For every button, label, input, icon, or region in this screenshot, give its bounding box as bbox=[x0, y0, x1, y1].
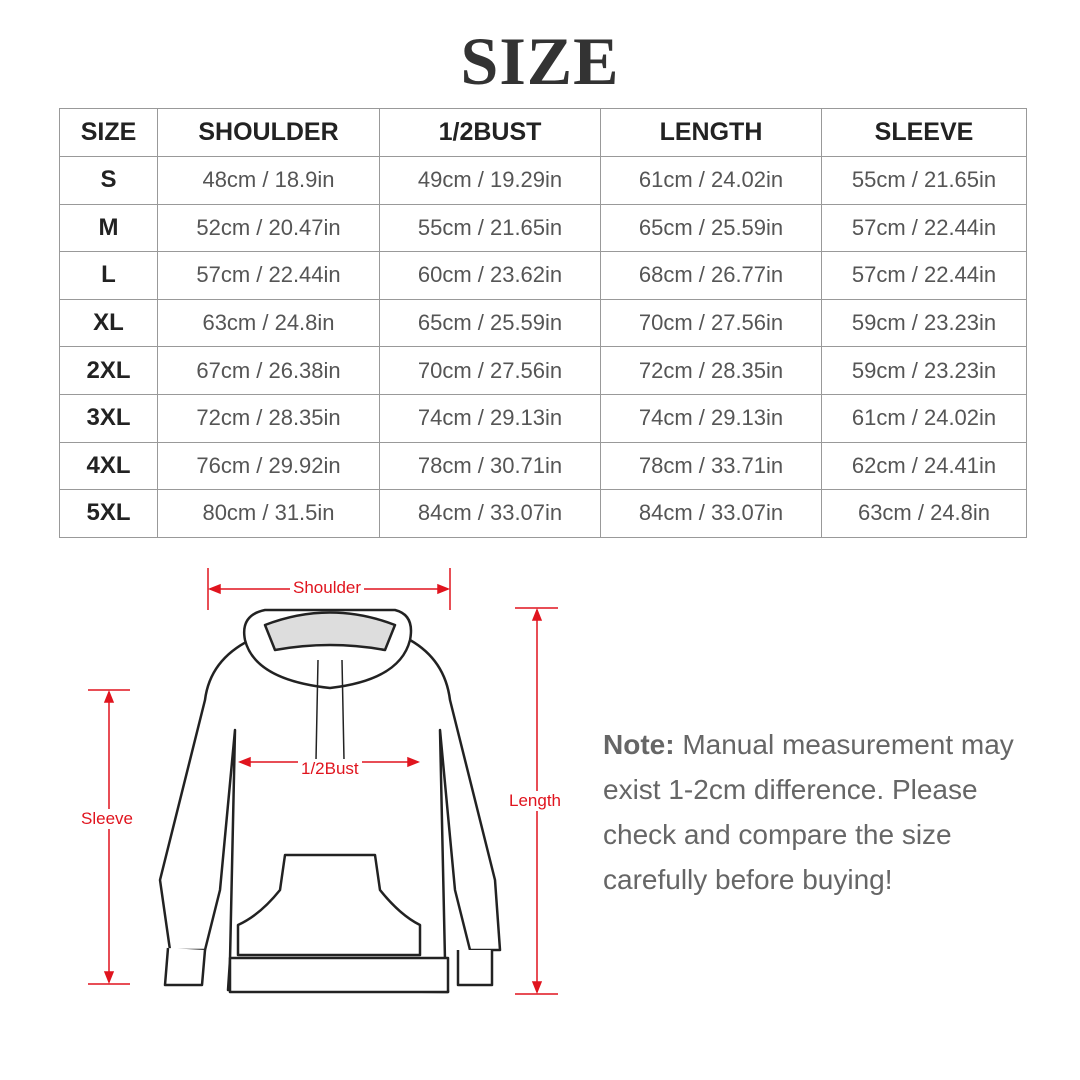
table-row: S 48cm / 18.9in 49cm / 19.29in 61cm / 24.02… bbox=[59, 156, 1027, 205]
measurement-cell: 61cm / 24.02in bbox=[821, 393, 1027, 443]
measurement-cell: 74cm / 29.13in bbox=[600, 393, 822, 443]
size-table: SIZE SHOULDER 1/2BUST LENGTH SLEEVE S 48cm / … bbox=[59, 108, 1027, 538]
page-title: SIZE bbox=[460, 23, 620, 99]
measurement-cell: 59cm / 23.23in bbox=[821, 298, 1027, 348]
table-row: 5XL 80cm / 31.5in 84cm / 33.07in 84cm / 33.… bbox=[59, 489, 1027, 538]
measurement-cell: 63cm / 24.8in bbox=[157, 298, 380, 348]
measurement-cell: 62cm / 24.41in bbox=[821, 441, 1027, 491]
table-row: M 52cm / 20.47in 55cm / 21.65in 65cm / 25.5… bbox=[59, 203, 1027, 253]
size-cell: L bbox=[59, 251, 158, 300]
measurement-cell: 78cm / 33.71in bbox=[600, 441, 822, 491]
column-header: 1/2BUST bbox=[379, 108, 601, 157]
measurement-cell: 80cm / 31.5in bbox=[157, 489, 380, 538]
size-cell: 2XL bbox=[59, 346, 158, 395]
sleeve-label: Sleeve bbox=[78, 809, 136, 829]
measurement-cell: 67cm / 26.38in bbox=[157, 346, 380, 395]
measurement-cell: 60cm / 23.62in bbox=[379, 251, 601, 300]
note-text: Manual measurement may exist 1-2cm diffe… bbox=[603, 729, 1014, 895]
measurement-cell: 63cm / 24.8in bbox=[821, 489, 1027, 538]
measurement-cell: 52cm / 20.47in bbox=[157, 203, 380, 253]
table-row: 4XL 76cm / 29.92in 78cm / 30.71in 78cm / 33… bbox=[59, 441, 1027, 491]
table-row: L 57cm / 22.44in 60cm / 23.62in 68cm / 26.7… bbox=[59, 251, 1027, 300]
measurement-cell: 74cm / 29.13in bbox=[379, 393, 601, 443]
measurement-cell: 65cm / 25.59in bbox=[379, 298, 601, 348]
size-cell: 5XL bbox=[59, 489, 158, 538]
bust-label: 1/2Bust bbox=[298, 759, 362, 779]
measurement-cell: 78cm / 30.71in bbox=[379, 441, 601, 491]
column-header: LENGTH bbox=[600, 108, 822, 157]
column-header: SIZE bbox=[59, 108, 158, 157]
table-row: XL 63cm / 24.8in 65cm / 25.59in 70cm / 27.5… bbox=[59, 298, 1027, 348]
table-row: 2XL 67cm / 26.38in 70cm / 27.56in 72cm / 28… bbox=[59, 346, 1027, 395]
measurement-cell: 61cm / 24.02in bbox=[600, 156, 822, 205]
measurement-cell: 49cm / 19.29in bbox=[379, 156, 601, 205]
measurement-arrows bbox=[88, 568, 558, 995]
note-label: Note: bbox=[603, 729, 675, 760]
measurement-cell: 76cm / 29.92in bbox=[157, 441, 380, 491]
shoulder-label: Shoulder bbox=[290, 578, 365, 598]
column-header: SHOULDER bbox=[157, 108, 380, 157]
measurement-note: Note: Manual measurement may exist 1-2cm… bbox=[603, 722, 1033, 902]
size-cell: 3XL bbox=[59, 393, 158, 443]
table-header: SIZE SHOULDER 1/2BUST LENGTH SLEEVE bbox=[59, 108, 1027, 157]
measurement-cell: 59cm / 23.23in bbox=[821, 346, 1027, 395]
measurement-cell: 55cm / 21.65in bbox=[821, 156, 1027, 205]
measurement-cell: 65cm / 25.59in bbox=[600, 203, 822, 253]
measurement-cell: 57cm / 22.44in bbox=[157, 251, 380, 300]
measurement-cell: 84cm / 33.07in bbox=[379, 489, 601, 538]
measurement-cell: 84cm / 33.07in bbox=[600, 489, 822, 538]
column-header: SLEEVE bbox=[821, 108, 1027, 157]
size-cell: S bbox=[59, 156, 158, 205]
size-cell: M bbox=[59, 203, 158, 253]
measurement-cell: 57cm / 22.44in bbox=[821, 203, 1027, 253]
length-label: Length bbox=[506, 791, 564, 811]
measurement-cell: 57cm / 22.44in bbox=[821, 251, 1027, 300]
size-cell: XL bbox=[59, 298, 158, 348]
table-row: 3XL 72cm / 28.35in 74cm / 29.13in 74cm / 29… bbox=[59, 393, 1027, 443]
measurement-cell: 55cm / 21.65in bbox=[379, 203, 601, 253]
measurement-cell: 48cm / 18.9in bbox=[157, 156, 380, 205]
hoodie-icon bbox=[158, 608, 502, 994]
